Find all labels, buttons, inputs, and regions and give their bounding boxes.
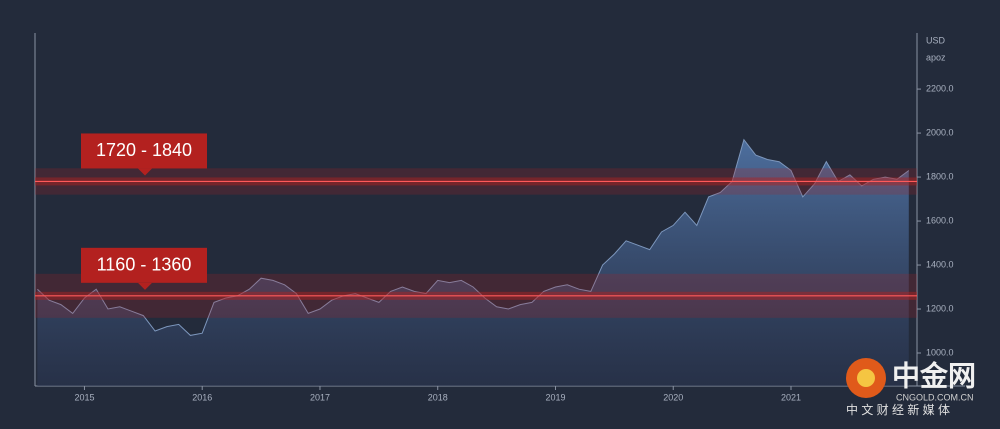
band-label-pointer	[138, 282, 152, 290]
band-label: 1160 - 1360	[97, 255, 192, 275]
watermark: 中金网 CNGOLD.COM.CN 中 文 财 经 新 媒 体	[846, 358, 976, 417]
axis-subunit: apoz	[926, 52, 946, 62]
x-tick-label: 2017	[310, 392, 330, 402]
band-label-pointer	[138, 168, 152, 176]
x-tick-label: 2020	[663, 392, 683, 402]
watermark-name: 中金网	[892, 359, 976, 391]
y-tick-label: 1400.0	[926, 259, 954, 269]
axis-unit: USD	[926, 35, 946, 45]
y-tick-label: 1200.0	[926, 303, 954, 313]
x-tick-label: 2018	[428, 392, 448, 402]
watermark-site: CNGOLD.COM.CN	[896, 392, 974, 402]
plot: 1000.0 1200.0 1400.0 1600.0 1800.0 2000.0 2200…	[35, 83, 954, 402]
band-label-box	[81, 247, 207, 283]
x-tick-label: 2015	[74, 392, 94, 402]
x-tick-label: 2019	[545, 392, 565, 402]
price-line	[37, 138, 910, 336]
x-tick-label: 2021	[781, 392, 801, 402]
y-tick-label: 1600.0	[926, 215, 954, 225]
y-tick-label: 1800.0	[926, 171, 954, 181]
x-tick-label: 2016	[192, 392, 212, 402]
watermark-slogan: 中 文 财 经 新 媒 体	[846, 402, 950, 417]
y-tick-label: 2200.0	[926, 83, 954, 93]
band-label-box	[81, 133, 207, 169]
y-tick-label: 2000.0	[926, 127, 954, 137]
band-label: 1720 - 1840	[96, 140, 192, 160]
watermark-logo-inner	[857, 369, 875, 387]
area-fill	[37, 139, 909, 386]
y-tick-label: 1000.0	[926, 347, 954, 357]
